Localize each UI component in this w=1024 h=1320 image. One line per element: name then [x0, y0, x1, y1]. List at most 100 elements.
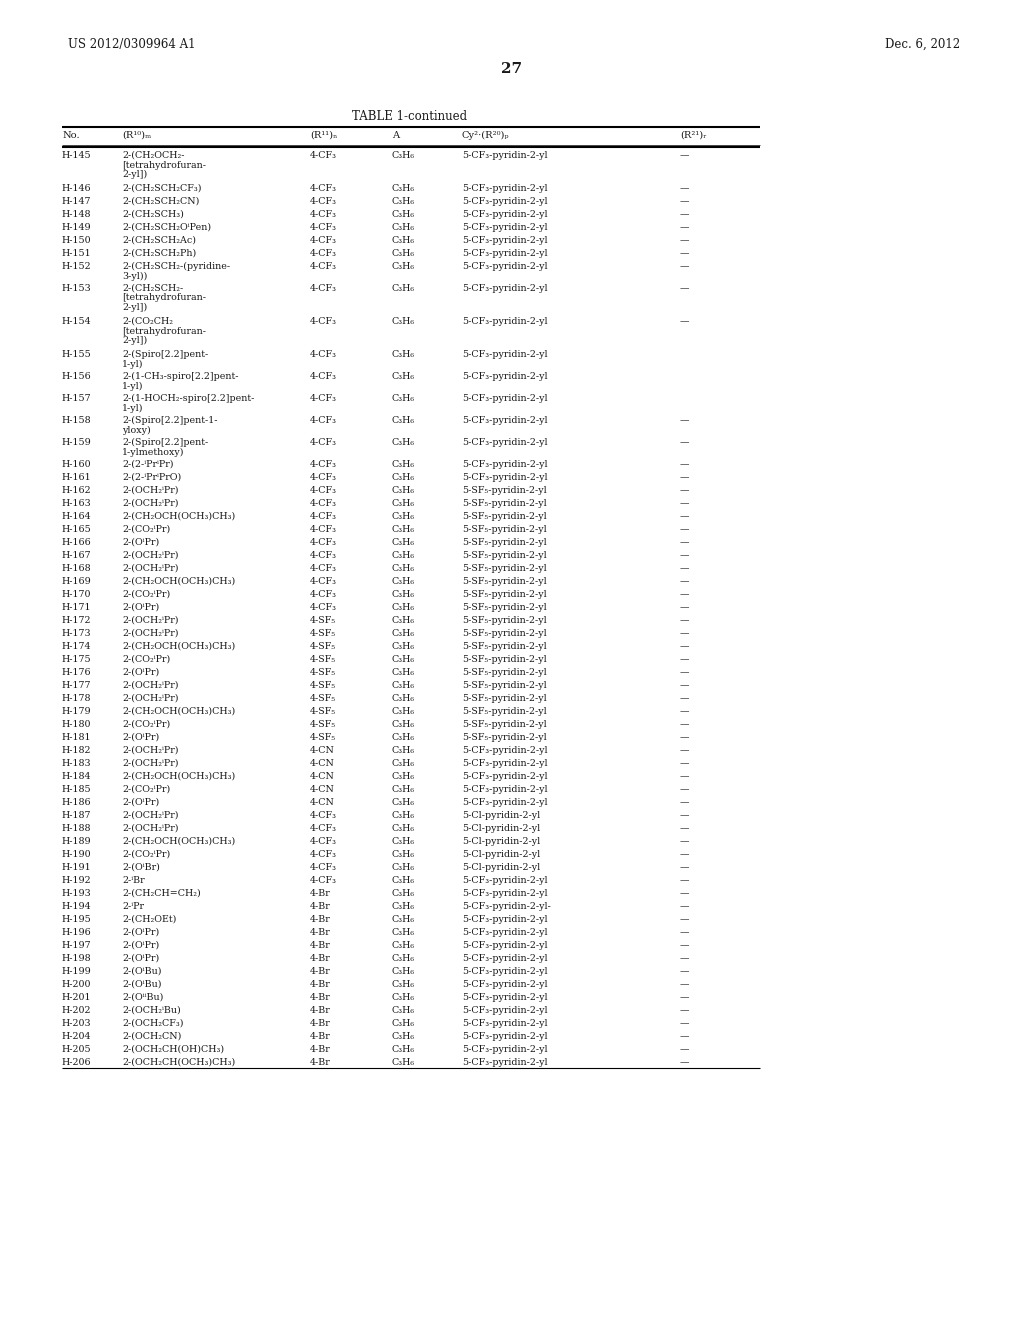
Text: C₃H₆: C₃H₆	[392, 824, 415, 833]
Text: H-151: H-151	[62, 249, 91, 257]
Text: H-146: H-146	[62, 183, 91, 193]
Text: 2-(CH₂SCH₂Ph): 2-(CH₂SCH₂Ph)	[122, 249, 197, 257]
Text: —: —	[680, 1045, 689, 1053]
Text: —: —	[680, 746, 689, 755]
Text: 2-(OCH₂ⁱPr): 2-(OCH₂ⁱPr)	[122, 694, 178, 704]
Text: 2-(CO₂CH₂: 2-(CO₂CH₂	[122, 317, 173, 326]
Text: 1-yl): 1-yl)	[122, 359, 143, 368]
Text: 4-CF₃: 4-CF₃	[310, 539, 337, 546]
Text: —: —	[680, 888, 689, 898]
Text: H-199: H-199	[62, 968, 92, 975]
Text: H-198: H-198	[62, 954, 91, 964]
Text: C₃H₆: C₃H₆	[392, 438, 415, 447]
Text: 5-CF₃-pyridin-2-yl: 5-CF₃-pyridin-2-yl	[462, 210, 548, 219]
Text: 5-SF₅-pyridin-2-yl: 5-SF₅-pyridin-2-yl	[462, 733, 547, 742]
Text: H-159: H-159	[62, 438, 92, 447]
Text: 5-CF₃-pyridin-2-yl: 5-CF₃-pyridin-2-yl	[462, 941, 548, 950]
Text: 2-(OⁱBr): 2-(OⁱBr)	[122, 863, 160, 873]
Text: C₃H₆: C₃H₆	[392, 850, 415, 859]
Text: —: —	[680, 590, 689, 599]
Text: 4-CF₃: 4-CF₃	[310, 486, 337, 495]
Text: C₃H₆: C₃H₆	[392, 372, 415, 381]
Text: 4-CF₃: 4-CF₃	[310, 550, 337, 560]
Text: 5-SF₅-pyridin-2-yl: 5-SF₅-pyridin-2-yl	[462, 590, 547, 599]
Text: H-205: H-205	[62, 1045, 91, 1053]
Text: 4-Br: 4-Br	[310, 941, 331, 950]
Text: 5-SF₅-pyridin-2-yl: 5-SF₅-pyridin-2-yl	[462, 642, 547, 651]
Text: 4-CF₃: 4-CF₃	[310, 850, 337, 859]
Text: C₃H₆: C₃H₆	[392, 979, 415, 989]
Text: H-184: H-184	[62, 772, 91, 781]
Text: 2-(OⁱPr): 2-(OⁱPr)	[122, 733, 160, 742]
Text: 4-Br: 4-Br	[310, 1059, 331, 1067]
Text: 2-(CH₂SCH₂CN): 2-(CH₂SCH₂CN)	[122, 197, 200, 206]
Text: H-181: H-181	[62, 733, 91, 742]
Text: 2-(CH₂SCH₂CF₃): 2-(CH₂SCH₂CF₃)	[122, 183, 202, 193]
Text: 2-yl]): 2-yl])	[122, 170, 147, 180]
Text: —: —	[680, 539, 689, 546]
Text: US 2012/0309964 A1: US 2012/0309964 A1	[68, 38, 196, 51]
Text: 5-CF₃-pyridin-2-yl: 5-CF₃-pyridin-2-yl	[462, 759, 548, 768]
Text: C₃H₆: C₃H₆	[392, 236, 415, 246]
Text: 4-CF₃: 4-CF₃	[310, 564, 337, 573]
Text: [tetrahydrofuran-: [tetrahydrofuran-	[122, 293, 206, 302]
Text: C₃H₆: C₃H₆	[392, 772, 415, 781]
Text: —: —	[680, 249, 689, 257]
Text: H-170: H-170	[62, 590, 91, 599]
Text: 4-CF₃: 4-CF₃	[310, 512, 337, 521]
Text: 2-(CH₂OCH(OCH₃)CH₃): 2-(CH₂OCH(OCH₃)CH₃)	[122, 837, 236, 846]
Text: 4-CF₃: 4-CF₃	[310, 876, 337, 884]
Text: 5-CF₃-pyridin-2-yl: 5-CF₃-pyridin-2-yl	[462, 249, 548, 257]
Text: 2-(OCH₂ⁱPr): 2-(OCH₂ⁱPr)	[122, 616, 178, 624]
Text: 4-CF₃: 4-CF₃	[310, 824, 337, 833]
Text: 4-Br: 4-Br	[310, 979, 331, 989]
Text: 4-SF₅: 4-SF₅	[310, 668, 336, 677]
Text: 1-yl): 1-yl)	[122, 381, 143, 391]
Text: 5-CF₃-pyridin-2-yl: 5-CF₃-pyridin-2-yl	[462, 888, 548, 898]
Text: —: —	[680, 681, 689, 690]
Text: C₃H₆: C₃H₆	[392, 719, 415, 729]
Text: 5-CF₃-pyridin-2-yl: 5-CF₃-pyridin-2-yl	[462, 183, 548, 193]
Text: 4-SF₅: 4-SF₅	[310, 642, 336, 651]
Text: H-161: H-161	[62, 473, 91, 482]
Text: H-173: H-173	[62, 630, 91, 638]
Text: 4-SF₅: 4-SF₅	[310, 733, 336, 742]
Text: C₃H₆: C₃H₆	[392, 837, 415, 846]
Text: 5-SF₅-pyridin-2-yl: 5-SF₅-pyridin-2-yl	[462, 550, 547, 560]
Text: C₃H₆: C₃H₆	[392, 694, 415, 704]
Text: —: —	[680, 1006, 689, 1015]
Text: 5-CF₃-pyridin-2-yl: 5-CF₃-pyridin-2-yl	[462, 459, 548, 469]
Text: 5-CF₃-pyridin-2-yl: 5-CF₃-pyridin-2-yl	[462, 1059, 548, 1067]
Text: 2-(OⁱBu): 2-(OⁱBu)	[122, 968, 162, 975]
Text: H-196: H-196	[62, 928, 92, 937]
Text: H-189: H-189	[62, 837, 91, 846]
Text: C₃H₆: C₃H₆	[392, 863, 415, 873]
Text: H-171: H-171	[62, 603, 91, 612]
Text: —: —	[680, 810, 689, 820]
Text: H-157: H-157	[62, 393, 91, 403]
Text: —: —	[680, 486, 689, 495]
Text: H-177: H-177	[62, 681, 91, 690]
Text: H-155: H-155	[62, 350, 92, 359]
Text: [tetrahydrofuran-: [tetrahydrofuran-	[122, 161, 206, 169]
Text: 4-CF₃: 4-CF₃	[310, 197, 337, 206]
Text: No.: No.	[62, 131, 80, 140]
Text: H-148: H-148	[62, 210, 91, 219]
Text: H-193: H-193	[62, 888, 92, 898]
Text: —: —	[680, 577, 689, 586]
Text: C₃H₆: C₃H₆	[392, 564, 415, 573]
Text: H-152: H-152	[62, 261, 91, 271]
Text: 5-SF₅-pyridin-2-yl: 5-SF₅-pyridin-2-yl	[462, 694, 547, 704]
Text: C₃H₆: C₃H₆	[392, 1045, 415, 1053]
Text: H-183: H-183	[62, 759, 91, 768]
Text: C₃H₆: C₃H₆	[392, 968, 415, 975]
Text: 5-CF₃-pyridin-2-yl: 5-CF₃-pyridin-2-yl	[462, 350, 548, 359]
Text: —: —	[680, 499, 689, 508]
Text: 5-CF₃-pyridin-2-yl: 5-CF₃-pyridin-2-yl	[462, 1019, 548, 1028]
Text: 5-Cl-pyridin-2-yl: 5-Cl-pyridin-2-yl	[462, 863, 541, 873]
Text: 4-SF₅: 4-SF₅	[310, 630, 336, 638]
Text: Dec. 6, 2012: Dec. 6, 2012	[885, 38, 961, 51]
Text: 4-Br: 4-Br	[310, 902, 331, 911]
Text: 2-(OCH₂ⁱPr): 2-(OCH₂ⁱPr)	[122, 681, 178, 690]
Text: 5-CF₃-pyridin-2-yl: 5-CF₃-pyridin-2-yl	[462, 772, 548, 781]
